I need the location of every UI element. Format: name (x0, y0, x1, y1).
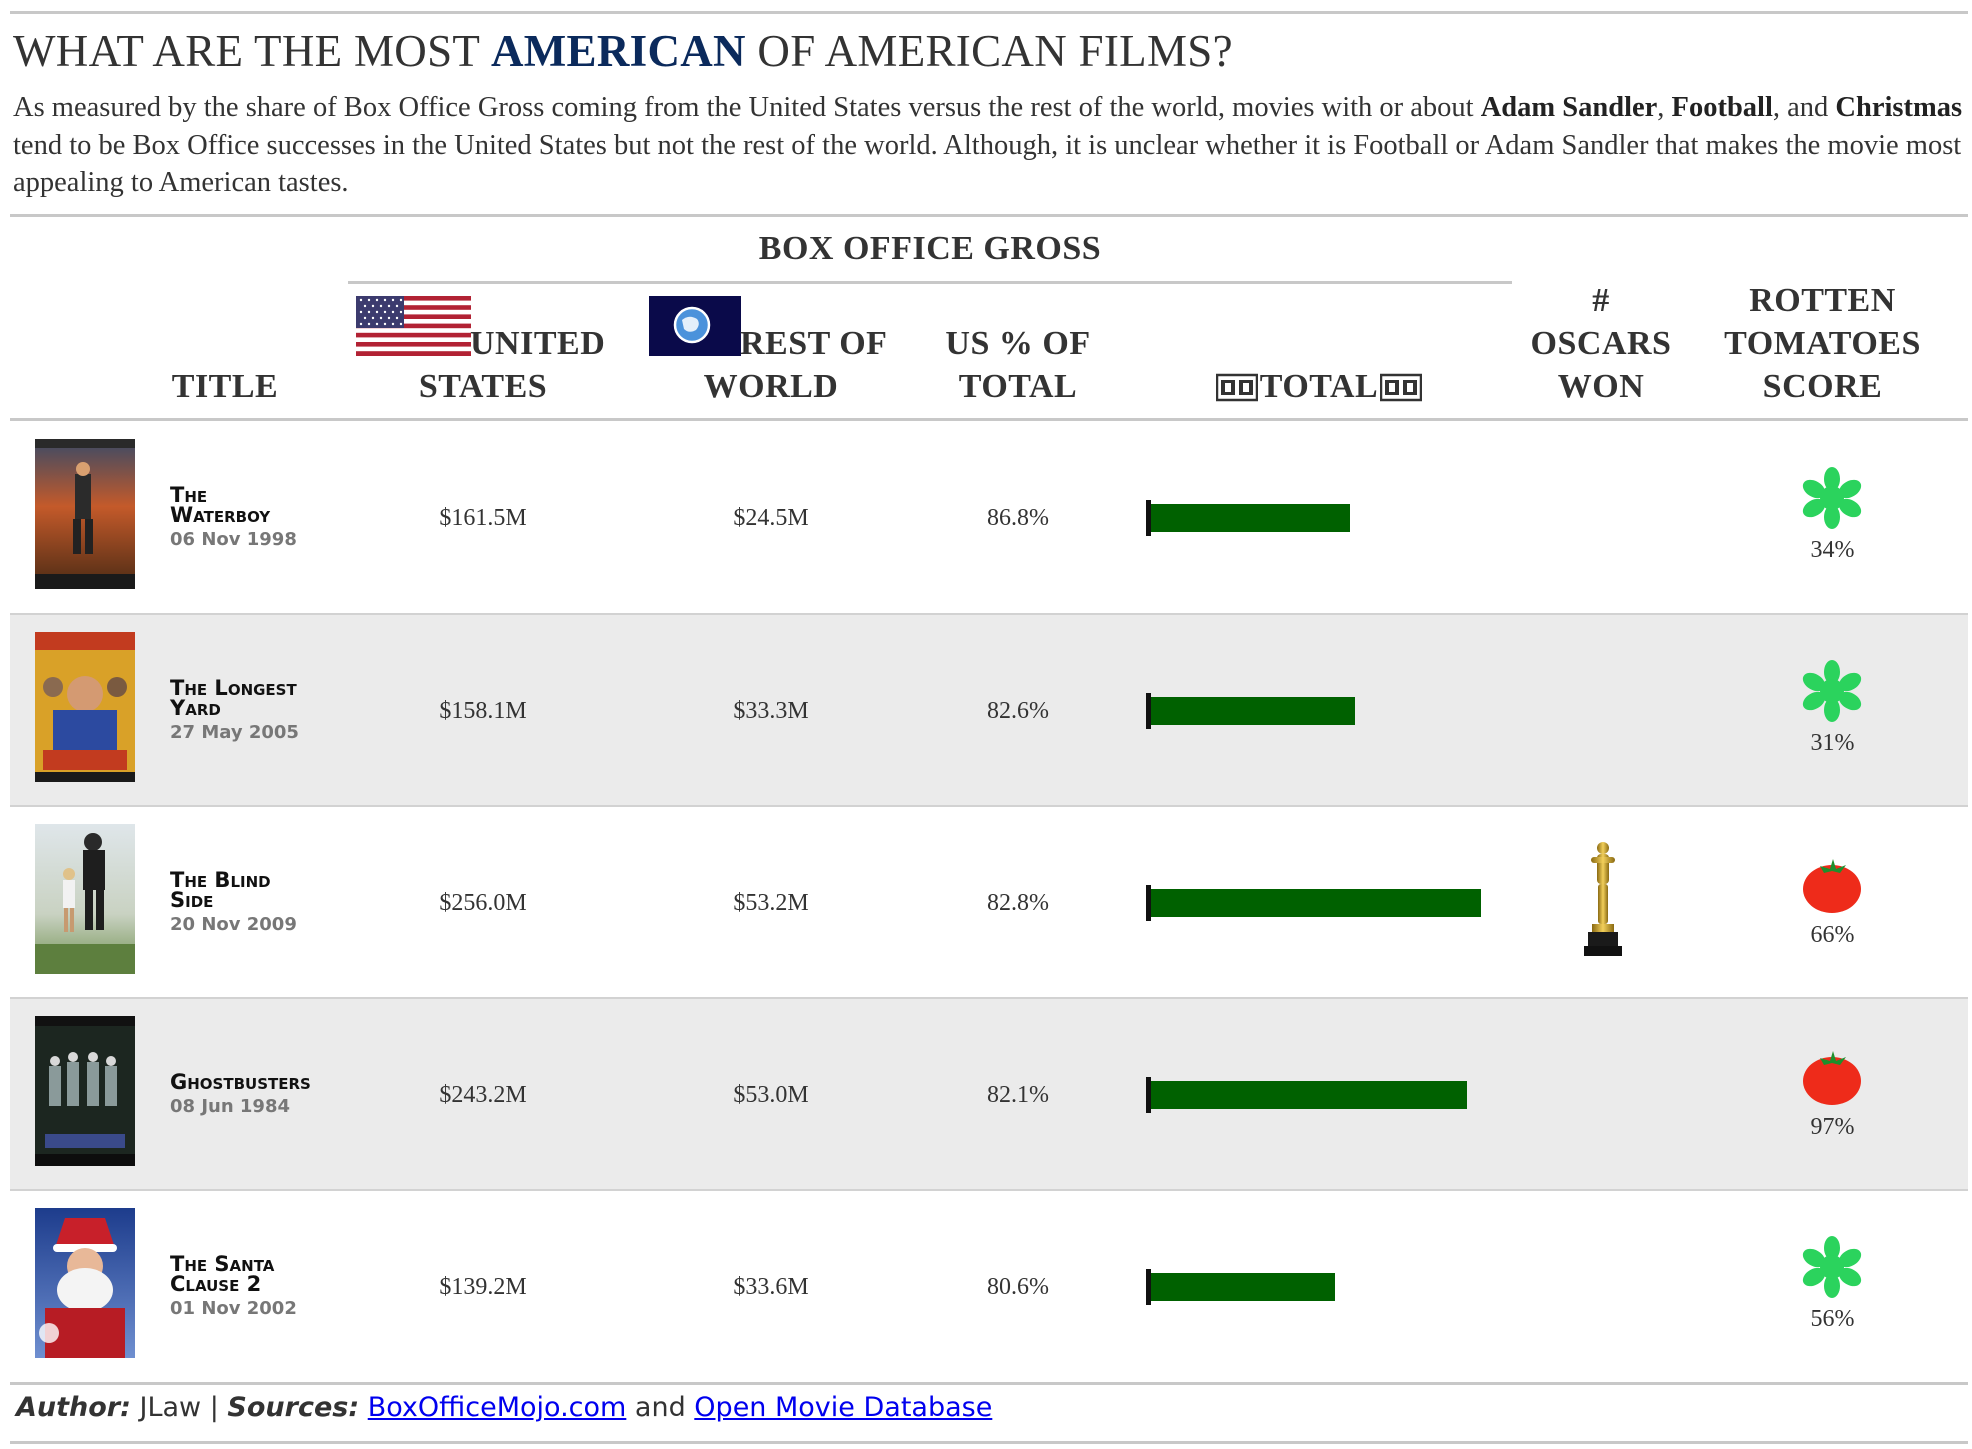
bottom-rule (10, 1441, 1968, 1444)
page-subtitle: As measured by the share of Box Office G… (13, 92, 1963, 198)
table-row: Ghostbusters 08 Jun 1984 $243.2M $53.0M … (10, 999, 1968, 1190)
row-divider (10, 805, 1968, 807)
sources-label: Sources: (227, 1392, 360, 1423)
title-text-2: OF AMERICAN FILMS? (745, 26, 1233, 76)
rotten-splat-icon (1800, 466, 1864, 530)
bar-baseline (1146, 693, 1151, 729)
rotten-splat-icon (1800, 1235, 1864, 1299)
rt-score: 56% (1810, 1306, 1855, 1332)
release-date: 08 Jun 1984 (170, 1096, 291, 1117)
world-gross: $33.3M (733, 698, 809, 724)
world-flag-icon (649, 296, 741, 356)
movie-title: Ghostbusters (170, 1070, 311, 1094)
world-gross: $33.6M (733, 1274, 809, 1300)
bar-baseline (1146, 885, 1151, 921)
page-title: WHAT ARE THE MOST AMERICAN OF AMERICAN F… (13, 25, 1233, 77)
col-header-us-1: UNITED (470, 325, 606, 362)
footer: Author: JLaw | Sources: BoxOfficeMojo.co… (16, 1392, 993, 1423)
col-header-rt-2: TOMATOES (1724, 325, 1921, 362)
us-gross: $256.0M (439, 890, 527, 916)
col-header-world-2: WORLD (703, 368, 839, 405)
author-label: Author: (16, 1392, 131, 1423)
author-name: JLaw | (130, 1392, 228, 1423)
col-header-us-2: STATES (418, 368, 548, 405)
us-gross: $243.2M (439, 1082, 527, 1108)
rt-score: 31% (1810, 730, 1855, 756)
col-header-oscars-1: # (1592, 282, 1610, 319)
table-row: The Blind Side 20 Nov 2009 $256.0M $53.2M… (10, 807, 1968, 998)
col-header-rt-3: SCORE (1762, 368, 1883, 405)
us-flag-icon (356, 296, 471, 356)
film-frames-icon (1380, 373, 1423, 401)
total-gross-bar (1151, 697, 1355, 725)
movie-title: The Santa Clause 2 (170, 1252, 275, 1296)
rotten-splat-icon (1800, 659, 1864, 723)
top-rule (10, 11, 1968, 14)
row-divider (10, 613, 1968, 615)
release-date: 27 May 2005 (170, 722, 299, 743)
us-gross: $139.2M (439, 1274, 527, 1300)
total-gross-bar (1151, 1273, 1335, 1301)
table-row: The Santa Clause 2 01 Nov 2002 $139.2M $3… (10, 1191, 1968, 1382)
us-share-pct: 82.8% (987, 890, 1049, 916)
col-header-total-label: TOTAL (1259, 368, 1379, 405)
release-date: 06 Nov 1998 (170, 529, 297, 550)
col-header-title: TITLE (171, 368, 279, 405)
movie-poster-longest-yard (35, 632, 135, 782)
col-header-rt-1: ROTTEN (1749, 282, 1896, 319)
film-frames-icon (1215, 373, 1258, 401)
footer-top-rule (10, 1382, 1968, 1385)
movie-poster-ghostbusters (35, 1016, 135, 1166)
us-share-pct: 82.6% (987, 698, 1049, 724)
movie-poster-blind-side (35, 824, 135, 974)
table-row: The Longest Yard 27 May 2005 $158.1M $33.… (10, 615, 1968, 806)
world-gross: $24.5M (733, 505, 809, 531)
release-date: 20 Nov 2009 (170, 914, 297, 935)
header-top-rule (10, 214, 1968, 217)
col-header-total: TOTAL (1204, 365, 1434, 408)
total-gross-bar (1151, 1081, 1467, 1109)
total-gross-bar (1151, 889, 1481, 917)
bar-baseline (1146, 1077, 1151, 1113)
us-share-pct: 82.1% (987, 1082, 1049, 1108)
movie-poster-santa-clause-2 (35, 1208, 135, 1358)
rt-score: 34% (1810, 537, 1855, 563)
table-row: The Waterboy 06 Nov 1998 $161.5M $24.5M 8… (10, 422, 1968, 613)
us-share-pct: 80.6% (987, 1274, 1049, 1300)
us-gross: $161.5M (439, 505, 527, 531)
omdb-link[interactable]: Open Movie Database (694, 1392, 993, 1423)
row-divider (10, 997, 1968, 999)
us-gross: $158.1M (439, 698, 527, 724)
bar-baseline (1146, 500, 1151, 536)
us-share-pct: 86.8% (987, 505, 1049, 531)
movie-title: The Blind Side (170, 868, 271, 912)
world-gross: $53.0M (733, 1082, 809, 1108)
title-text-1: WHAT ARE THE MOST (13, 26, 491, 76)
fresh-tomato-icon (1800, 1043, 1864, 1107)
rt-score: 66% (1810, 922, 1855, 948)
col-header-oscars-3: WON (1557, 368, 1645, 405)
col-header-oscars-2: OSCARS (1530, 325, 1672, 362)
row-divider (10, 1189, 1968, 1191)
release-date: 01 Nov 2002 (170, 1298, 297, 1319)
world-gross: $53.2M (733, 890, 809, 916)
fresh-tomato-icon (1800, 851, 1864, 915)
col-header-pct-2: TOTAL (958, 368, 1078, 405)
title-highlight: AMERICAN (490, 26, 746, 76)
box-office-gross-header: BOX OFFICE GROSS (758, 230, 1102, 267)
header-bottom-rule (10, 418, 1968, 421)
total-gross-bar (1151, 504, 1350, 532)
bar-baseline (1146, 1269, 1151, 1305)
boxofficemojo-link[interactable]: BoxOfficeMojo.com (367, 1392, 627, 1423)
movie-title: The Longest Yard (170, 676, 297, 720)
rt-score: 97% (1810, 1114, 1855, 1140)
movie-title: The Waterboy (170, 483, 271, 527)
col-header-pct-1: US % OF (945, 325, 1091, 362)
oscar-statuette-icon (1578, 839, 1628, 961)
group-header-rule (348, 281, 1512, 284)
movie-poster-waterboy (35, 439, 135, 589)
col-header-world-1: REST OF (740, 325, 888, 362)
